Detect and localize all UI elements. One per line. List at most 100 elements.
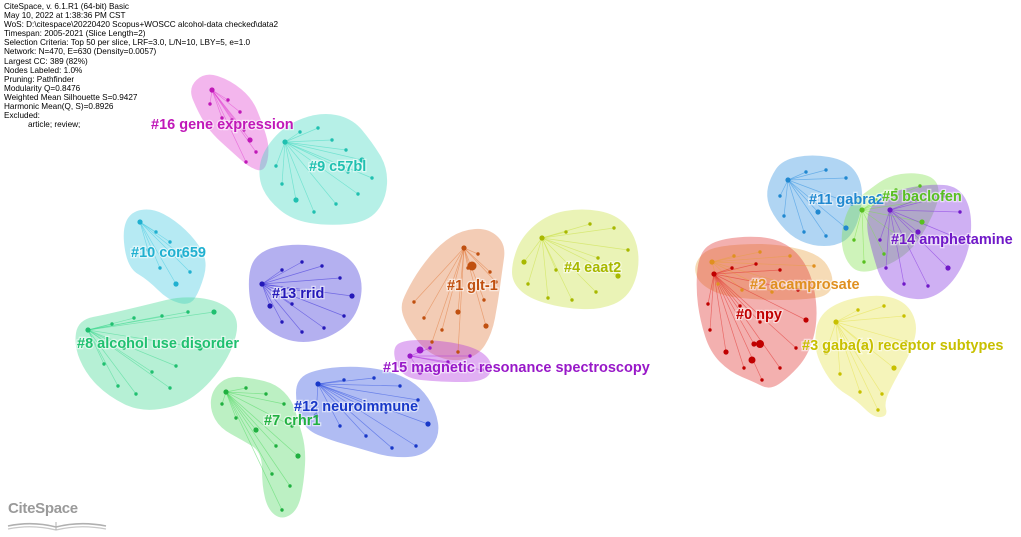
cluster-node[interactable] (412, 300, 416, 304)
cluster-node[interactable] (290, 302, 294, 306)
cluster-node[interactable] (862, 260, 866, 264)
cluster-node[interactable] (234, 416, 238, 420)
cluster-node[interactable] (476, 252, 480, 256)
cluster-node[interactable] (887, 207, 893, 213)
cluster-node[interactable] (494, 280, 498, 284)
cluster-node[interactable] (526, 282, 530, 286)
cluster-node[interactable] (359, 157, 365, 163)
cluster-node[interactable] (428, 346, 432, 350)
cluster-node[interactable] (732, 254, 736, 258)
cluster-node[interactable] (730, 266, 734, 270)
cluster-node[interactable] (416, 398, 420, 402)
cluster-node[interactable] (425, 421, 431, 427)
cluster-node[interactable] (398, 384, 402, 388)
cluster-node[interactable] (594, 290, 598, 294)
cluster-node[interactable] (844, 176, 848, 180)
cluster-node[interactable] (154, 230, 158, 234)
cluster-node[interactable] (914, 198, 918, 202)
cluster-node[interactable] (372, 376, 376, 380)
cluster-node[interactable] (280, 268, 284, 272)
cluster-node[interactable] (902, 238, 906, 242)
cluster-node[interactable] (859, 207, 865, 213)
cluster-node[interactable] (876, 408, 880, 412)
cluster-node[interactable] (455, 309, 461, 315)
cluster-node[interactable] (882, 304, 886, 308)
cluster-node[interactable] (168, 386, 172, 390)
cluster-node[interactable] (803, 317, 809, 323)
cluster-node[interactable] (588, 222, 592, 226)
cluster-node[interactable] (833, 319, 839, 325)
cluster-label-14[interactable]: #14 amphetamine (890, 231, 1014, 250)
cluster-node[interactable] (230, 118, 234, 122)
hub-node[interactable] (467, 261, 477, 271)
cluster-node[interactable] (958, 210, 962, 214)
cluster-node[interactable] (137, 219, 143, 225)
cluster-node[interactable] (596, 256, 600, 260)
cluster-node[interactable] (788, 254, 792, 258)
cluster-node[interactable] (778, 366, 782, 370)
cluster-node[interactable] (456, 350, 460, 354)
cluster-node[interactable] (928, 198, 932, 202)
cluster-node[interactable] (758, 250, 762, 254)
cluster-label-4[interactable]: #4 eaat2 (563, 259, 623, 278)
cluster-node[interactable] (554, 268, 558, 272)
cluster-node[interactable] (716, 282, 720, 286)
cluster-node[interactable] (770, 290, 774, 294)
cluster-label-11[interactable]: #11 gabra2 (808, 191, 885, 210)
cluster-node[interactable] (300, 330, 304, 334)
cluster-label-7[interactable]: #7 crhr1 (263, 412, 322, 431)
cluster-node[interactable] (615, 273, 621, 279)
cluster-node[interactable] (223, 389, 229, 395)
cluster-node[interactable] (288, 484, 292, 488)
cluster-node[interactable] (782, 214, 786, 218)
cluster-node[interactable] (945, 265, 951, 271)
cluster-node[interactable] (754, 262, 758, 266)
cluster-node[interactable] (242, 128, 246, 132)
cluster-node[interactable] (344, 148, 348, 152)
cluster-node[interactable] (259, 281, 265, 287)
cluster-label-9[interactable]: #9 c57bl (308, 158, 368, 177)
cluster-node[interactable] (521, 259, 527, 265)
cluster-label-1[interactable]: #1 glt-1 (446, 277, 499, 296)
cluster-label-0[interactable]: #0 npy (735, 306, 783, 325)
cluster-node[interactable] (338, 424, 342, 428)
cluster-node[interactable] (300, 260, 304, 264)
cluster-node[interactable] (823, 349, 829, 355)
cluster-node[interactable] (709, 259, 715, 265)
cluster-node[interactable] (293, 197, 299, 203)
cluster-node[interactable] (902, 314, 906, 318)
cluster-node[interactable] (168, 240, 172, 244)
cluster-node[interactable] (874, 198, 878, 202)
cluster-node[interactable] (407, 353, 413, 359)
cluster-node[interactable] (132, 316, 136, 320)
cluster-node[interactable] (208, 102, 212, 106)
cluster-node[interactable] (804, 170, 808, 174)
hub-node[interactable] (416, 346, 424, 354)
cluster-node[interactable] (852, 238, 856, 242)
hub-node[interactable] (756, 340, 764, 348)
cluster-node[interactable] (778, 194, 782, 198)
cluster-node[interactable] (315, 381, 321, 387)
cluster-node[interactable] (390, 446, 394, 450)
cluster-node[interactable] (626, 248, 630, 252)
cluster-node[interactable] (904, 340, 908, 344)
cluster-node[interactable] (320, 264, 324, 268)
cluster-node[interactable] (338, 276, 342, 280)
cluster-label-3[interactable]: #3 gaba(a) receptor subtypes (801, 337, 1005, 356)
cluster-node[interactable] (150, 370, 154, 374)
cluster-node[interactable] (102, 362, 106, 366)
cluster-node[interactable] (270, 472, 274, 476)
cluster-node[interactable] (430, 340, 434, 344)
cluster-node[interactable] (290, 424, 294, 428)
cluster-node[interactable] (862, 344, 866, 348)
cluster-node[interactable] (858, 390, 862, 394)
cluster-node[interactable] (919, 219, 925, 225)
cluster-node[interactable] (843, 225, 849, 231)
cluster-node[interactable] (884, 266, 888, 270)
cluster-node[interactable] (209, 87, 215, 93)
cluster-node[interactable] (313, 413, 319, 419)
cluster-node[interactable] (226, 98, 230, 102)
cluster-node[interactable] (880, 392, 884, 396)
cluster-node[interactable] (891, 365, 897, 371)
